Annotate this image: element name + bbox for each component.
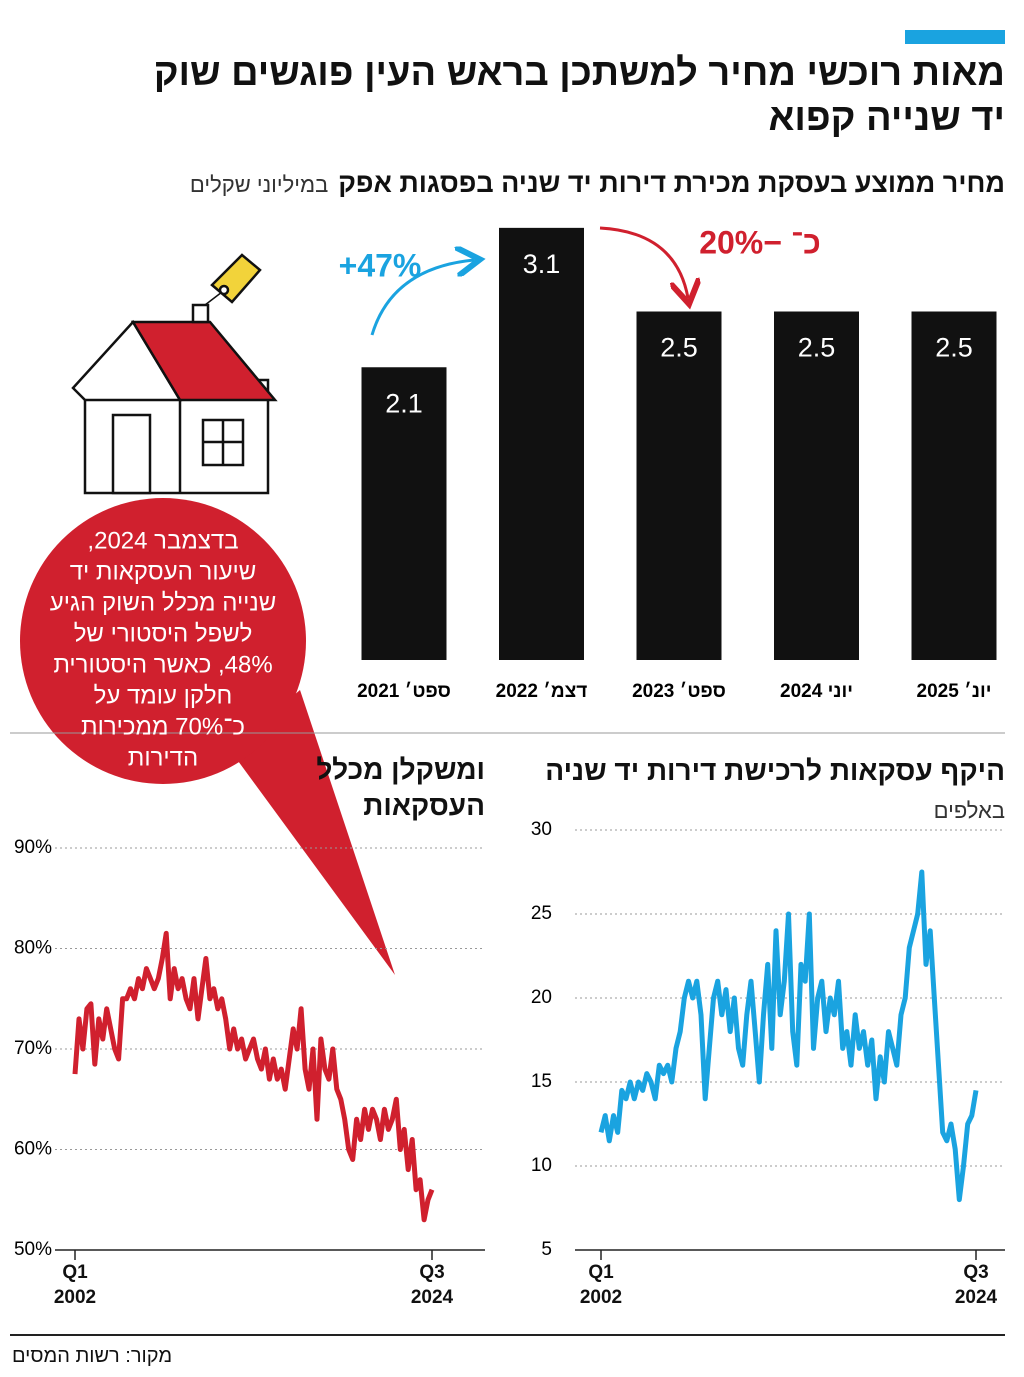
callout-text: שנייה מכלל השוק הגיע xyxy=(50,589,277,616)
bar xyxy=(774,311,859,660)
y-tick-label: 80% xyxy=(14,938,52,959)
value-label: 3.1 xyxy=(523,249,561,279)
value-label: 2.5 xyxy=(935,333,973,363)
callout-text: כ־70% ממכירות xyxy=(81,713,245,740)
y-tick-label: 70% xyxy=(14,1038,52,1059)
headline: מאות רוכשי מחיר למשתכן בראש העין פוגשים … xyxy=(153,52,1005,94)
data-line xyxy=(598,869,979,1203)
annotation: +47% xyxy=(339,247,422,283)
callout-text: שיעור העסקאות יד xyxy=(70,558,257,585)
bar xyxy=(911,311,997,660)
x-tick-label: Q1 2002 xyxy=(579,1262,623,1308)
value-label: 2.5 xyxy=(660,333,698,363)
y-tick-label: 25 xyxy=(531,903,552,924)
x-tick-label: Q3 2024 xyxy=(410,1262,454,1308)
x-tick-label: ספט׳ 2023 xyxy=(632,681,726,702)
callout-text: 48%, כאשר היסטורית xyxy=(53,651,272,678)
x-tick-label: דצמ׳ 2022 xyxy=(496,681,588,702)
chart-title: מחיר ממוצע בעסקת מכירת דירות יד שניה בפס… xyxy=(338,168,1005,198)
callout-bubble xyxy=(20,498,395,975)
x-tick-label: יוני 2024 xyxy=(780,681,853,702)
bar xyxy=(361,367,447,660)
annotation: כ־ −20% xyxy=(699,224,821,260)
headline: יד שנייה קפוא xyxy=(768,97,1005,139)
chart-title: היקף עסקאות לרכישת דירות יד שניה xyxy=(545,755,1005,786)
y-tick-label: 15 xyxy=(531,1071,552,1092)
y-tick-label: 50% xyxy=(14,1239,52,1260)
value-label: 2.5 xyxy=(798,333,836,363)
x-tick-label: Q1 2002 xyxy=(53,1262,97,1308)
callout-text: הדירות xyxy=(128,744,198,771)
callout-text: לשפל היסטורי של xyxy=(74,620,253,647)
y-tick-label: 10 xyxy=(531,1155,552,1176)
bar xyxy=(636,311,722,660)
callout-text: בדצמבר 2024, xyxy=(87,527,238,554)
y-tick-label: 90% xyxy=(14,837,52,858)
y-tick-label: 60% xyxy=(14,1139,52,1160)
y-tick-label: 5 xyxy=(541,1239,552,1260)
bar xyxy=(499,227,584,661)
chart-title: ומשקלן מכלל העסקאות xyxy=(316,754,485,821)
source: מקור: רשות המסים xyxy=(12,1345,173,1367)
rise-arrow xyxy=(370,260,474,336)
y-tick-label: 20 xyxy=(531,987,552,1008)
x-tick-label: ספט׳ 2021 xyxy=(357,681,451,702)
y-tick-label: 30 xyxy=(531,819,552,840)
chart-title: מחיר ממוצע בעסקת מכירת דירות יד שניה בפס… xyxy=(190,168,1005,199)
chart-subtitle: במיליוני שקלים xyxy=(189,172,329,197)
house-icon xyxy=(71,253,278,495)
data-line xyxy=(72,930,435,1223)
callout-text: חלקן עומד על xyxy=(94,682,233,709)
x-tick-label: יונ׳ 2025 xyxy=(917,681,992,702)
value-label: 2.1 xyxy=(385,388,423,418)
x-tick-label: Q3 2024 xyxy=(954,1262,998,1308)
drop-arrow xyxy=(599,226,688,298)
chart-subtitle: באלפים xyxy=(933,798,1005,823)
accent-bar xyxy=(905,30,1005,44)
